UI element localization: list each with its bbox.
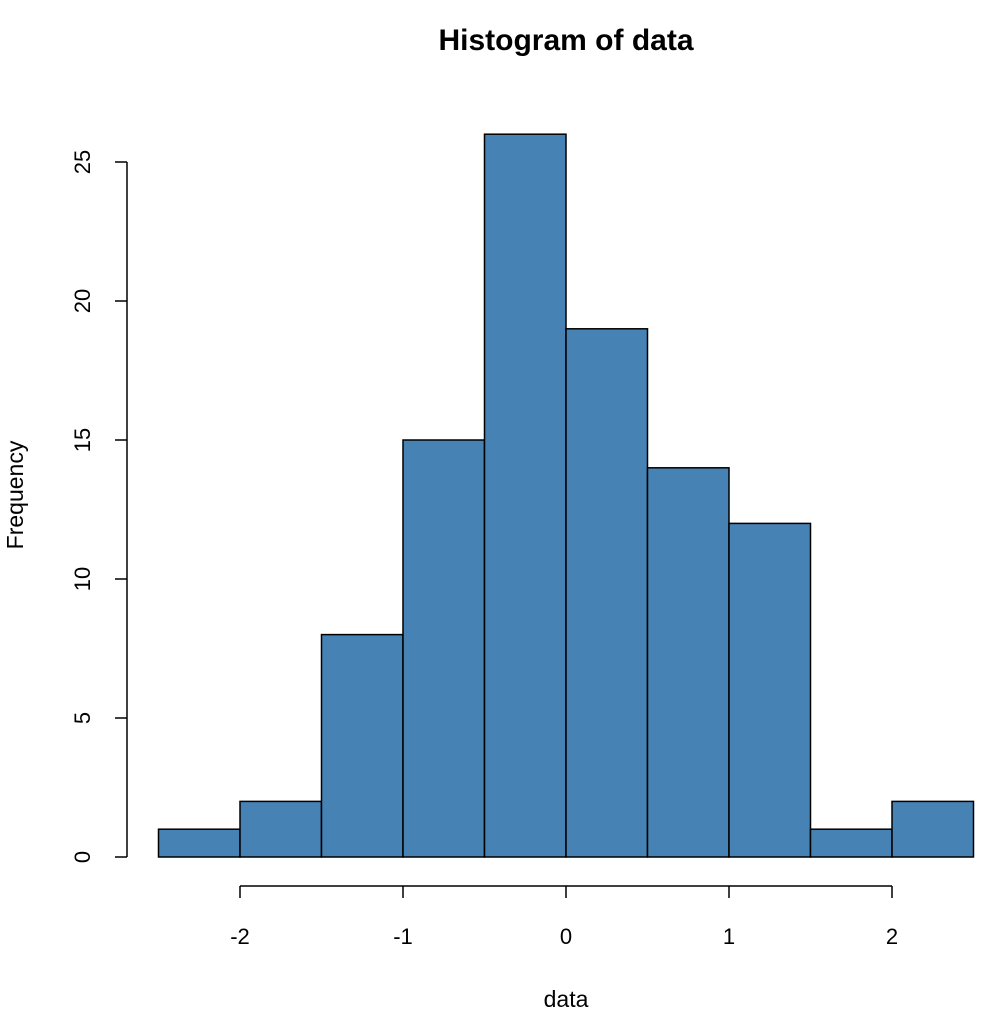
y-tick-label: 25: [70, 150, 95, 174]
x-tick-label: 2: [886, 924, 898, 949]
y-tick-label: 10: [70, 567, 95, 591]
histogram-bar: [483, 133, 567, 858]
histogram-bar: [646, 467, 730, 858]
y-tick-label: 5: [70, 712, 95, 724]
y-axis-label: Frequency: [2, 440, 28, 549]
x-axis-label: data: [544, 986, 589, 1012]
y-tick-label: 0: [70, 851, 95, 863]
histogram-bar: [320, 633, 404, 858]
histogram-bar: [239, 800, 323, 858]
histogram-bar: [402, 439, 486, 858]
y-tick-label: 15: [70, 428, 95, 452]
x-axis: -2 -1 0 1 2: [230, 885, 898, 949]
histogram-bar: [157, 828, 241, 858]
y-axis: 0 5 10 15 20 25: [70, 150, 128, 863]
histogram-bar: [565, 328, 649, 858]
chart-title: Histogram of data: [438, 24, 693, 57]
y-tick-label: 20: [70, 289, 95, 313]
x-tick-label: -1: [393, 924, 413, 949]
histogram-bar: [891, 800, 975, 858]
bars-group: [157, 133, 975, 858]
x-tick-label: 0: [560, 924, 572, 949]
x-tick-label: -2: [230, 924, 250, 949]
x-tick-label: 1: [723, 924, 735, 949]
histogram-bar: [728, 522, 812, 858]
histogram-bar: [809, 828, 893, 858]
